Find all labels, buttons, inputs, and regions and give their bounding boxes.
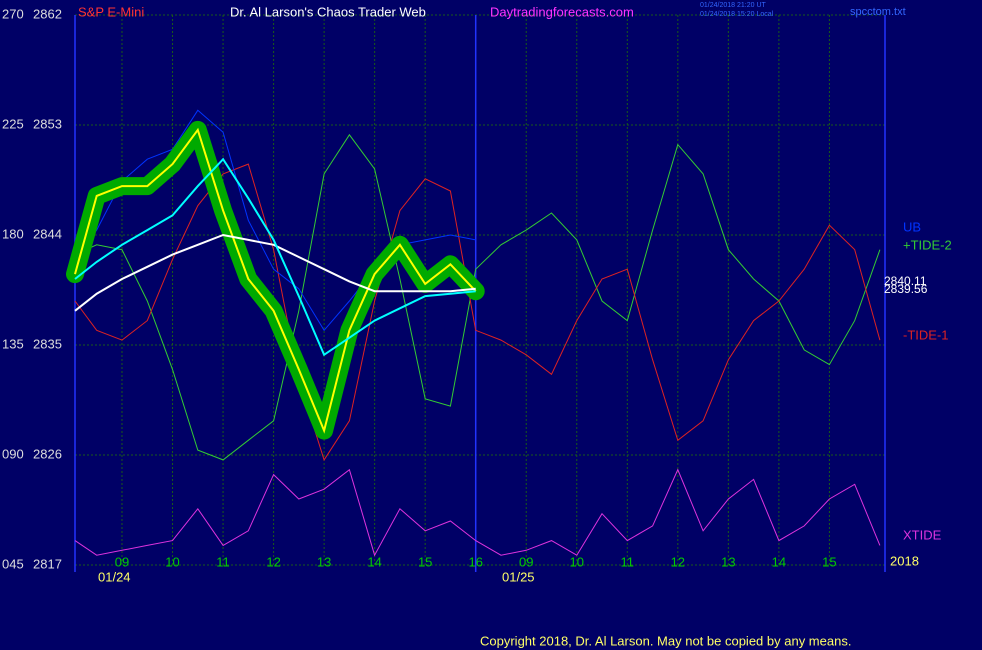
x-tick-label: 14 <box>367 554 381 569</box>
chart-title: Dr. Al Larson's Chaos Trader Web <box>230 4 426 19</box>
copyright: Copyright 2018, Dr. Al Larson. May not b… <box>480 633 851 648</box>
x-tick-label: 13 <box>317 554 331 569</box>
y2-tick-label: 2826 <box>33 446 62 461</box>
y2-tick-label: 2817 <box>33 556 62 571</box>
series-line <box>74 157 476 357</box>
x-tick-label: 11 <box>621 554 635 569</box>
y2-tick-label: 2853 <box>33 116 62 131</box>
y-tick-label: 135 <box>2 336 24 351</box>
series-line <box>74 233 476 312</box>
x-tick-label: 09 <box>115 554 129 569</box>
x-tick-label: 15 <box>418 554 432 569</box>
last-price: 2840.11 <box>884 274 927 288</box>
site: Daytradingforecasts.com <box>490 4 634 19</box>
x-tick-label: 12 <box>671 554 685 569</box>
x-tick-label: 10 <box>570 554 584 569</box>
x-tick-label: 11 <box>216 554 230 569</box>
x-tick-label: 09 <box>519 554 533 569</box>
time-local: 01/24/2018 15:20 Local <box>700 11 774 18</box>
file: spcctom.txt <box>850 6 906 18</box>
date-label: 01/25 <box>502 569 535 584</box>
x-tick-label: 14 <box>772 554 786 569</box>
time-ut: 01/24/2018 21:20 UT <box>700 2 766 9</box>
series-line <box>74 163 881 462</box>
legend-entry: UB <box>903 219 921 234</box>
legend-entry: +TIDE-2 <box>903 237 952 252</box>
y-tick-label: 270 <box>2 6 24 21</box>
y2-tick-label: 2844 <box>33 226 62 241</box>
y2-tick-label: 2862 <box>33 6 62 21</box>
y2-tick-label: 2835 <box>33 336 62 351</box>
y-tick-label: 045 <box>2 556 24 571</box>
year: 2018 <box>890 553 919 568</box>
last-price: 2839.56 <box>884 282 928 296</box>
date-label: 01/24 <box>98 569 131 584</box>
y-tick-label: 180 <box>2 226 24 241</box>
legend-entry: XTIDE <box>903 527 942 542</box>
legend-entry: -TIDE-1 <box>903 327 949 342</box>
x-tick-label: 15 <box>822 554 836 569</box>
x-tick-label: 16 <box>468 554 482 569</box>
y-tick-label: 090 <box>2 446 24 461</box>
instrument: S&P E-Mini <box>78 4 144 19</box>
x-tick-label: 12 <box>266 554 280 569</box>
series-line <box>74 468 881 557</box>
series-line <box>74 127 477 434</box>
y-tick-label: 225 <box>2 116 24 131</box>
series-line <box>74 133 881 461</box>
x-tick-label: 10 <box>165 554 179 569</box>
x-tick-label: 13 <box>721 554 735 569</box>
